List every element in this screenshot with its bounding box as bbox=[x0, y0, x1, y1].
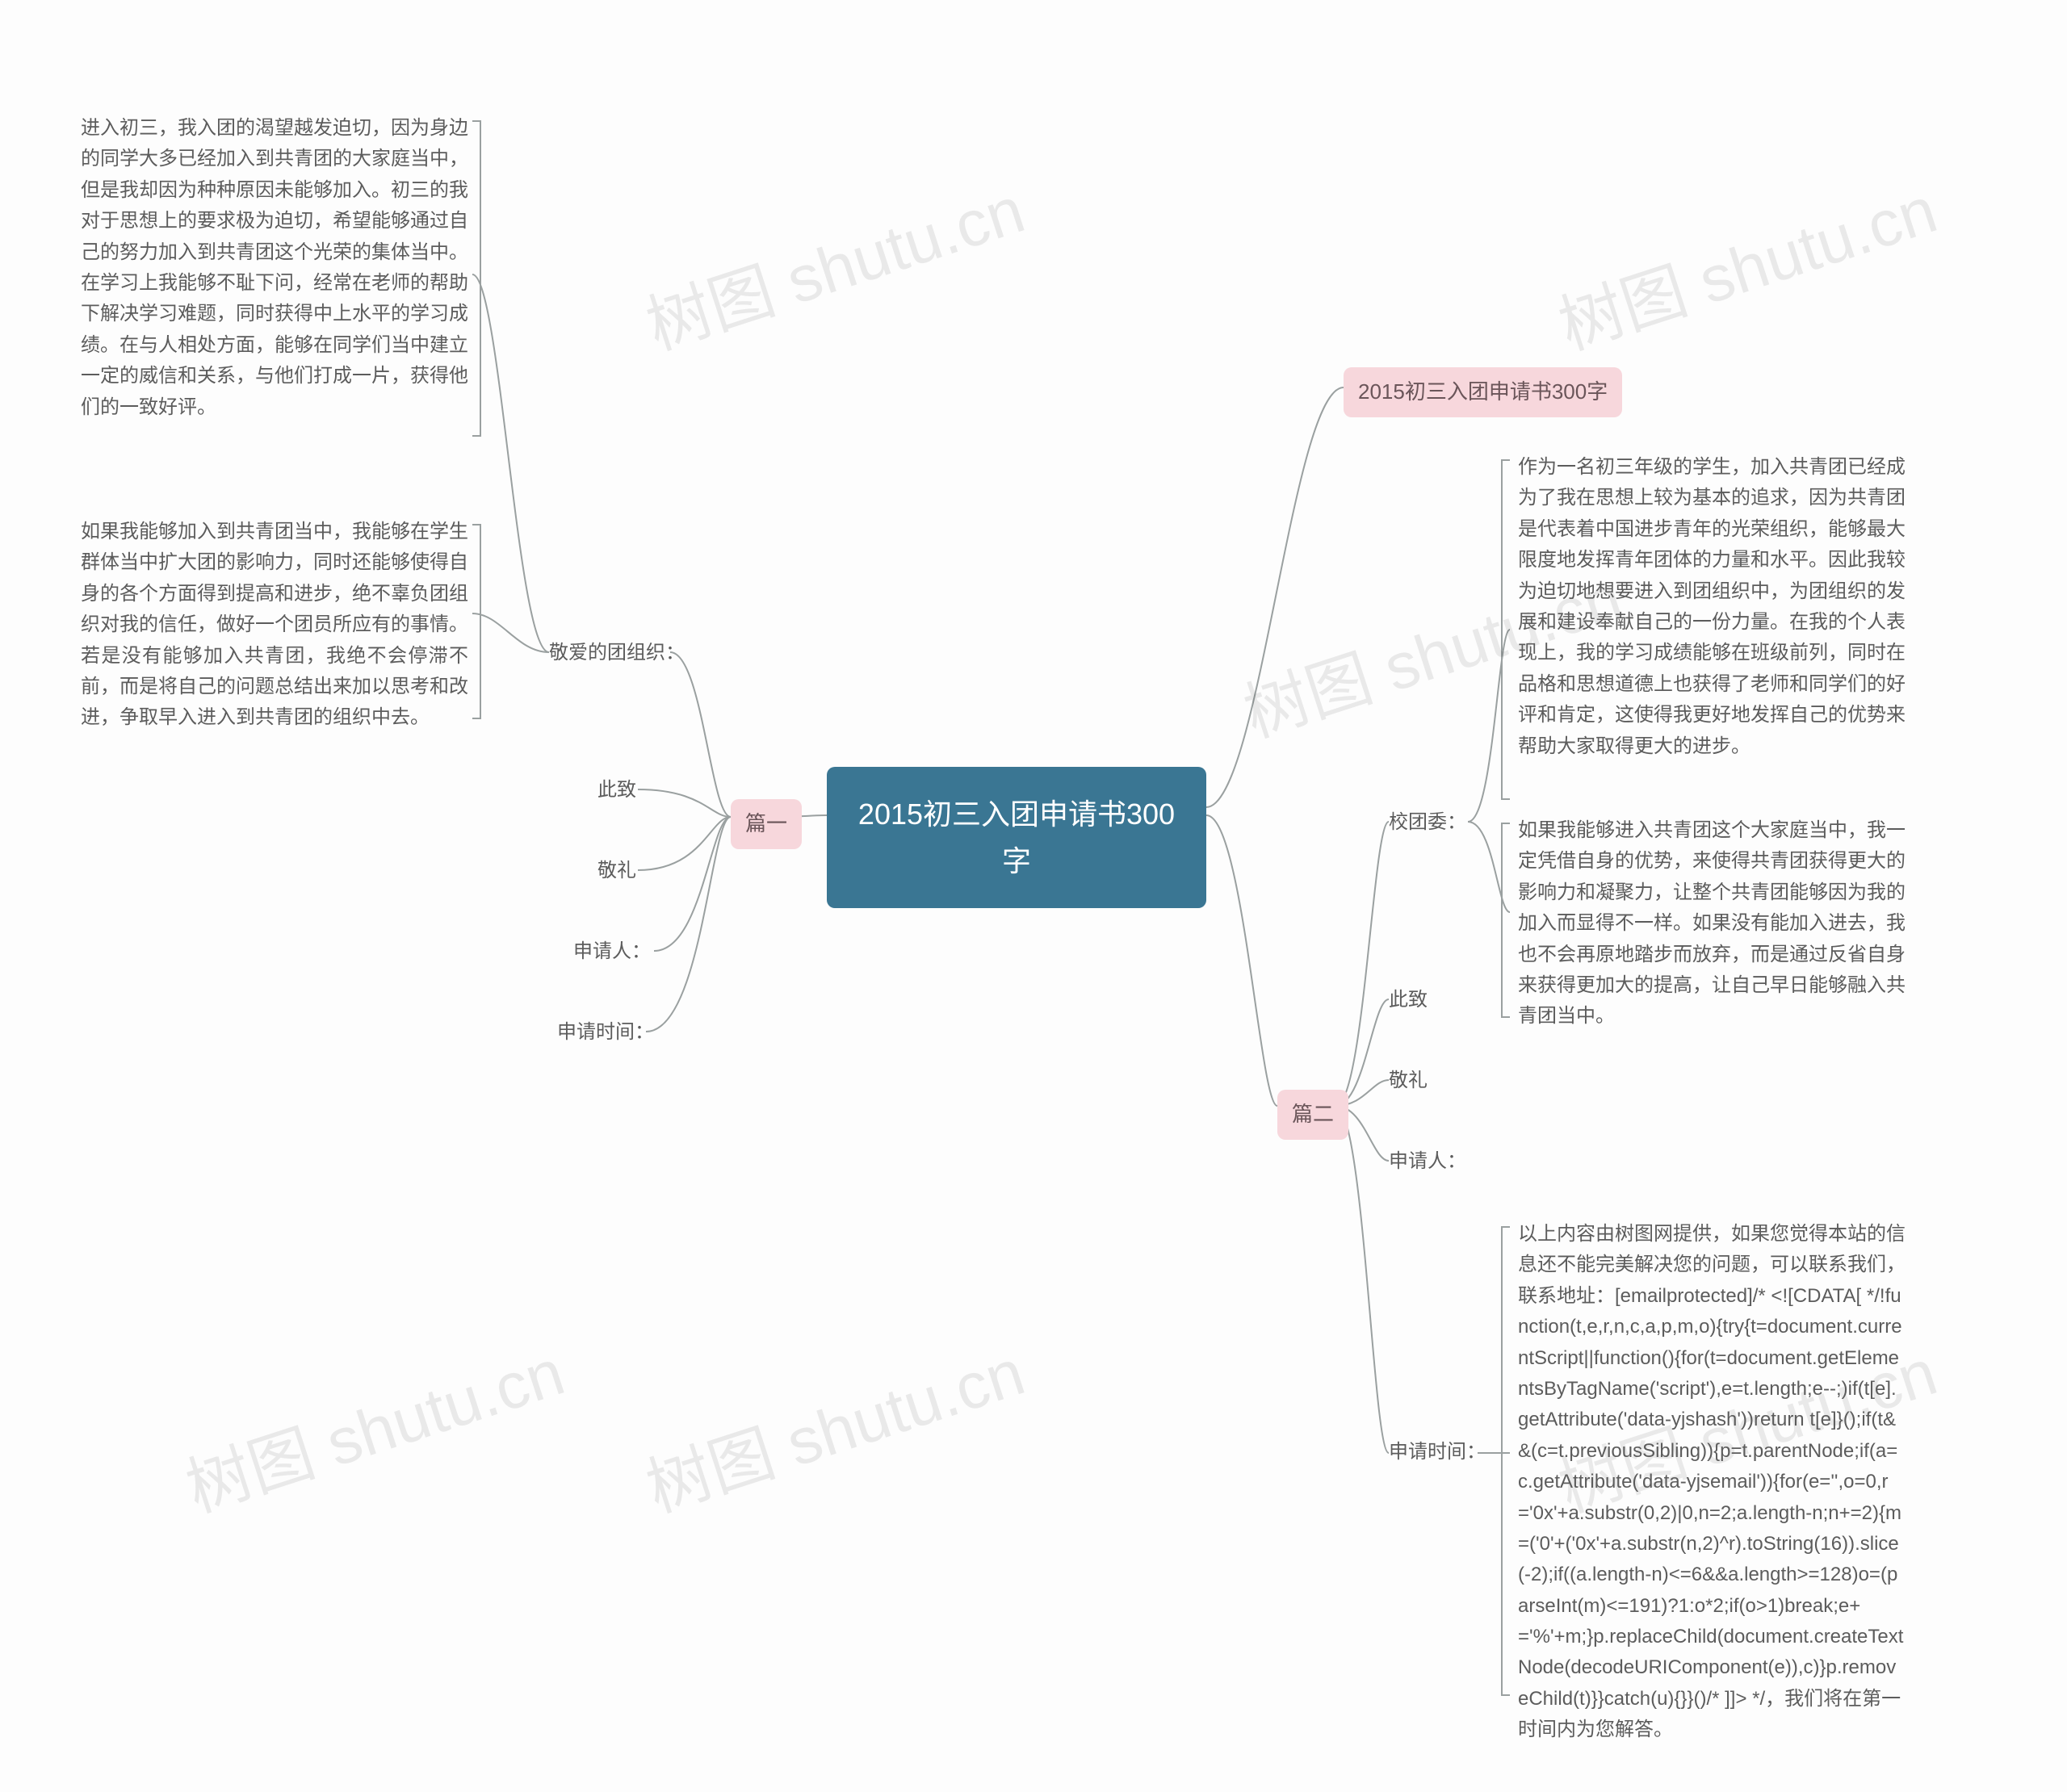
right-label-4[interactable]: 申请时间： bbox=[1389, 1437, 1486, 1468]
left-label-2[interactable]: 敬礼 bbox=[597, 856, 636, 886]
left-label-4[interactable]: 申请时间： bbox=[557, 1017, 654, 1048]
center-title: 2015初三入团申请书300字 bbox=[858, 798, 1175, 877]
right-top-title-node[interactable]: 2015初三入团申请书300字 bbox=[1344, 367, 1622, 417]
right-chapter-node[interactable]: 篇二 bbox=[1277, 1090, 1348, 1140]
right-text-1: 如果我能够进入共青团这个大家庭当中，我一定凭借自身的优势，来使得共青团获得更大的… bbox=[1518, 815, 1906, 1032]
right-text-2: 以上内容由树图网提供，如果您觉得本站的信息还不能完美解决您的问题，可以联系我们，… bbox=[1518, 1219, 1906, 1746]
watermark: 树图 shutu.cn bbox=[1545, 158, 1947, 368]
right-top-title-label: 2015初三入团申请书300字 bbox=[1358, 379, 1608, 404]
left-chapter-node[interactable]: 篇一 bbox=[731, 799, 802, 849]
watermark: 树图 shutu.cn bbox=[633, 158, 1034, 368]
left-label-3[interactable]: 申请人： bbox=[573, 936, 651, 967]
right-label-0[interactable]: 校团委： bbox=[1389, 807, 1466, 838]
right-label-3[interactable]: 申请人： bbox=[1389, 1146, 1466, 1177]
left-text-1: 如果我能够加入到共青团当中，我能够在学生群体当中扩大团的影响力，同时还能够使得自… bbox=[81, 517, 468, 734]
right-chapter-label: 篇二 bbox=[1292, 1102, 1334, 1126]
watermark: 树图 shutu.cn bbox=[633, 1321, 1034, 1530]
center-node[interactable]: 2015初三入团申请书300字 bbox=[827, 767, 1206, 908]
left-label-1[interactable]: 此致 bbox=[597, 775, 636, 806]
left-chapter-label: 篇一 bbox=[745, 811, 787, 835]
right-label-2[interactable]: 敬礼 bbox=[1389, 1066, 1428, 1096]
left-text-0: 进入初三，我入团的渴望越发迫切，因为身边的同学大多已经加入到共青团的大家庭当中，… bbox=[81, 113, 468, 423]
watermark: 树图 shutu.cn bbox=[173, 1321, 574, 1530]
left-label-0[interactable]: 敬爱的团组织： bbox=[549, 638, 685, 668]
right-text-0: 作为一名初三年级的学生，加入共青团已经成为了我在思想上较为基本的追求，因为共青团… bbox=[1518, 452, 1906, 762]
right-label-1[interactable]: 此致 bbox=[1389, 985, 1428, 1015]
